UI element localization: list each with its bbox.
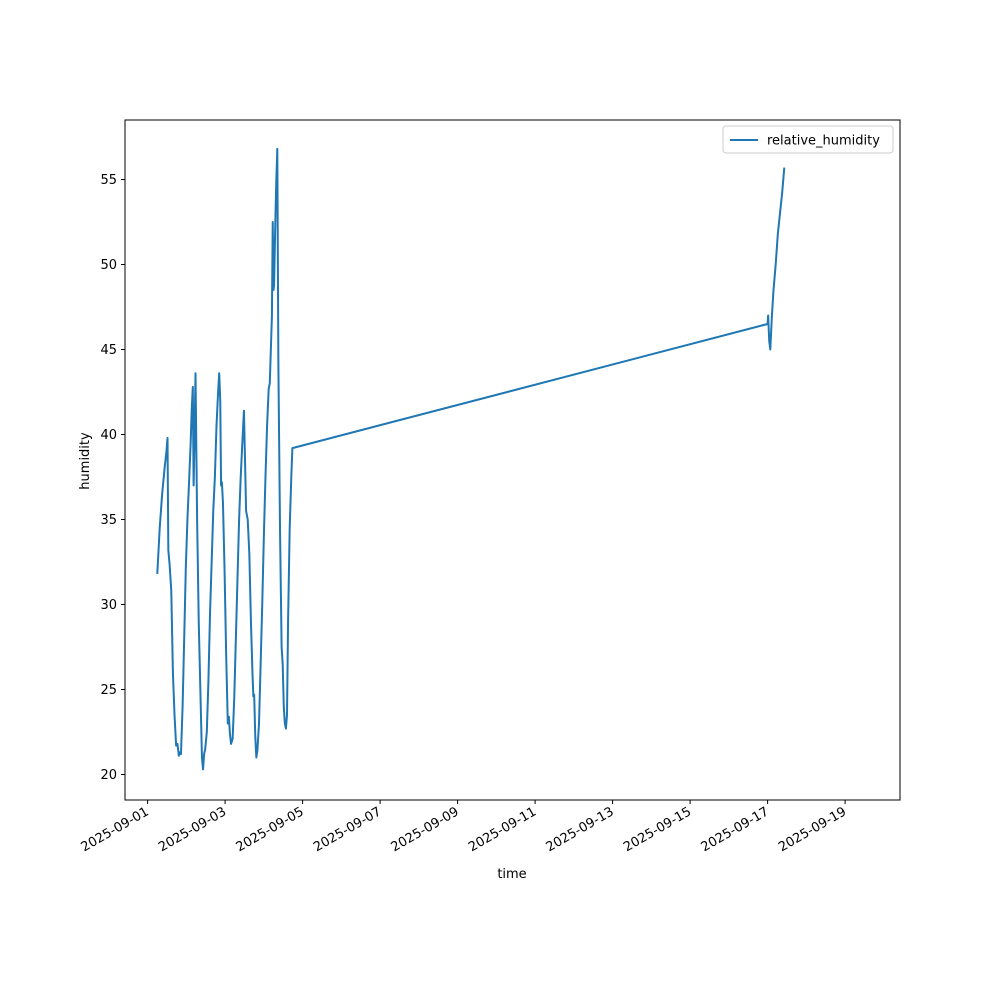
plot-layer: [156, 147, 786, 771]
y-tick-label: 25: [100, 683, 117, 698]
y-axis-label: humidity: [78, 432, 93, 490]
y-tick-label: 30: [100, 598, 117, 613]
legend-label: relative_humidity: [767, 134, 880, 149]
y-tick-label: 20: [100, 768, 117, 783]
axes-frame: [124, 119, 901, 801]
legend-frame: [722, 125, 894, 154]
series-line-relative-humidity: [156, 147, 786, 771]
y-tick-label: 50: [100, 258, 117, 273]
y-tick-label: 55: [100, 173, 117, 188]
y-tick-label: 35: [100, 513, 117, 528]
y-tick-label: 40: [100, 428, 117, 443]
x-axis-label: time: [497, 867, 526, 882]
y-tick-label: 45: [100, 343, 117, 358]
legend: relative_humidity: [722, 125, 894, 154]
